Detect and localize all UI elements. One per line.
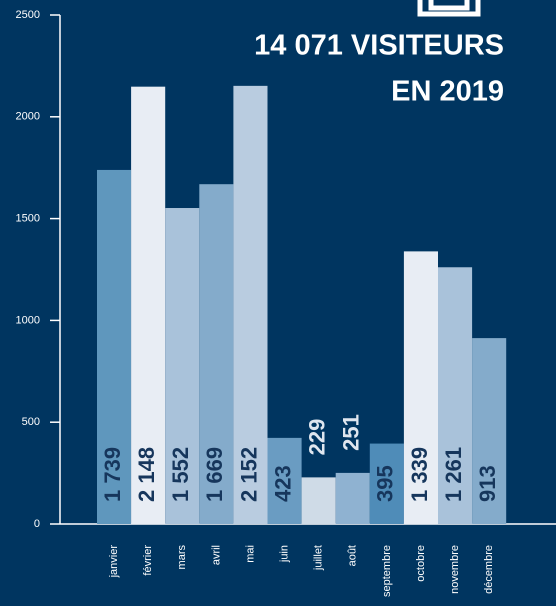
x-tick-label: mai (244, 545, 256, 563)
bar (472, 338, 507, 524)
y-tick-label: 500 (22, 416, 40, 428)
bar (438, 267, 473, 524)
value-label: 1 669 (202, 447, 227, 502)
bar (97, 169, 132, 524)
value-label: 1 339 (407, 447, 432, 502)
value-label: 251 (339, 414, 364, 451)
bar (369, 443, 404, 524)
value-label: 423 (270, 465, 295, 502)
chart-title: EN 2019 (391, 76, 504, 108)
x-tick-label: juin (278, 545, 290, 563)
value-label: 1 552 (168, 447, 193, 502)
x-tick-label: février (142, 545, 154, 576)
x-tick-label: novembre (449, 545, 461, 594)
x-tick-label: septembre (381, 545, 393, 597)
x-tick-label: avril (210, 545, 222, 565)
value-label: 2 152 (236, 447, 261, 502)
x-tick-label: août (347, 545, 359, 566)
x-tick-label: décembre (483, 545, 495, 594)
y-tick-label: 1000 (16, 314, 40, 326)
bar (199, 184, 234, 525)
bar (403, 251, 438, 525)
x-tick-label: janvier (108, 545, 120, 579)
chart-title: 14 071 VISITEURS (254, 30, 504, 62)
y-tick-label: 0 (34, 518, 40, 530)
icon (417, 0, 481, 17)
value-label: 913 (475, 465, 500, 502)
value-label: 1 739 (100, 447, 125, 502)
bar (301, 477, 336, 524)
bar (233, 85, 268, 525)
bar (267, 437, 302, 524)
value-label: 229 (304, 419, 329, 456)
bar (131, 86, 166, 524)
x-tick-label: mars (176, 545, 188, 570)
y-tick-label: 2000 (16, 111, 40, 123)
value-label: 1 261 (441, 447, 466, 502)
bar (165, 208, 200, 524)
x-tick-label: octobre (415, 545, 427, 582)
value-label: 2 148 (134, 447, 159, 502)
y-tick-label: 1500 (16, 213, 40, 225)
y-tick-label: 2500 (16, 9, 40, 21)
bar (335, 472, 370, 524)
value-label: 395 (373, 465, 398, 502)
x-tick-label: juillet (313, 545, 325, 571)
